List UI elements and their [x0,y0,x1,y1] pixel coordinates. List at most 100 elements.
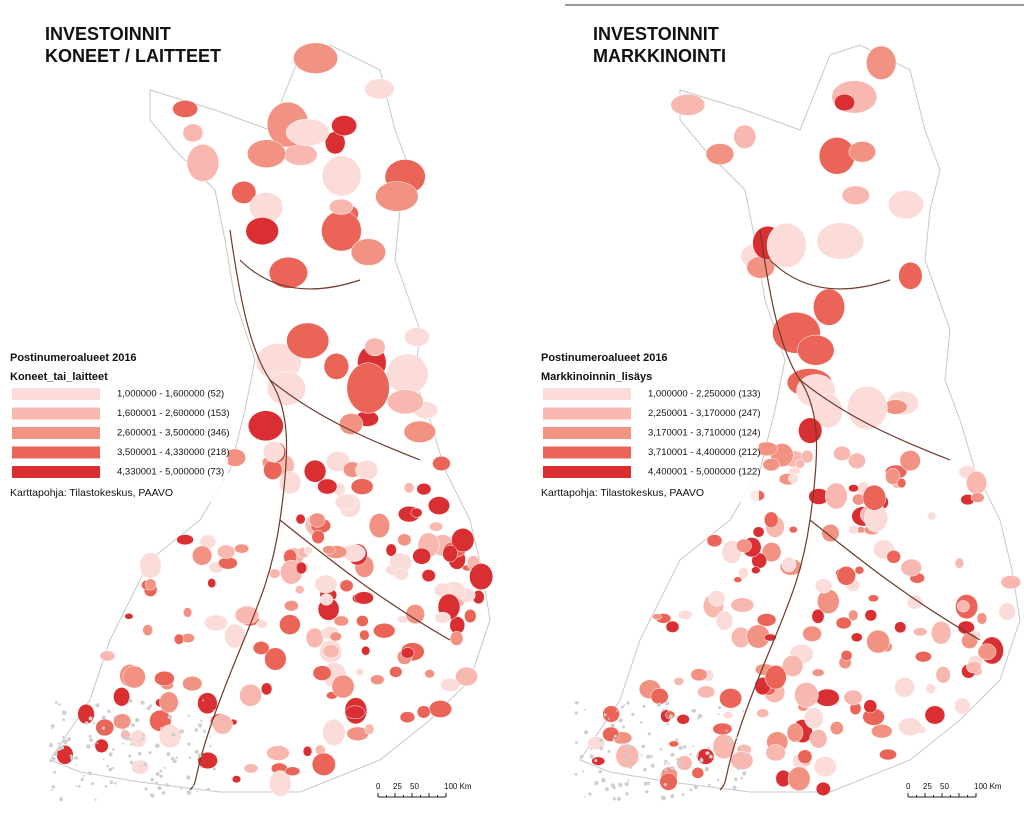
island [94,798,97,801]
region [197,692,218,715]
scale-label: 0 [376,782,381,791]
island [166,752,171,757]
island [700,757,703,760]
island [77,784,81,788]
map-title: MARKKINOINTI [593,46,726,66]
map-panel [48,42,494,802]
island [155,743,160,748]
region [836,566,856,586]
island [69,754,73,758]
island [163,766,166,769]
region [197,751,218,770]
region [469,563,494,591]
region [848,609,859,621]
region [835,616,852,630]
region [231,775,242,784]
source-note: Karttapohja: Tilastokeskus, PAAVO [541,487,704,499]
island [603,713,607,717]
island [175,756,178,759]
region [966,661,982,674]
region [314,574,338,594]
island [735,736,738,739]
legend-label: 3,500001 - 4,330000 (218) [117,447,230,458]
region [328,198,354,215]
island [662,708,665,712]
island [589,754,594,759]
legend-swatch [543,388,631,400]
island [643,781,648,786]
region [998,602,1016,621]
island [151,795,155,798]
island [669,714,673,719]
map-title: INVESTOINNIT [45,24,171,44]
island [129,760,134,765]
legend-swatch [543,407,631,420]
region [706,534,723,548]
island [62,710,67,715]
region [927,511,937,521]
region [813,288,845,326]
island [146,706,151,711]
region [359,629,370,641]
region [906,594,924,610]
region [311,529,325,544]
region [756,613,777,627]
region [403,482,415,494]
island [87,771,93,776]
region [591,756,606,766]
island [664,768,668,772]
region [428,496,450,515]
island [206,787,210,791]
region [879,748,897,761]
region [322,718,346,746]
region [216,544,236,559]
region [956,600,970,613]
island [135,717,140,723]
island [108,752,113,757]
island [54,701,58,704]
island [574,711,578,715]
map-panel [574,44,1022,801]
region [317,478,338,495]
island [594,780,599,786]
island [678,761,683,766]
island [107,709,111,713]
island [149,704,153,708]
island [620,745,623,748]
island [736,766,740,771]
island [705,751,709,755]
island [122,729,126,733]
region [659,772,678,791]
region [252,641,270,655]
island [51,785,56,789]
island [200,719,203,723]
region [788,473,799,484]
island [50,789,53,792]
region [256,619,268,629]
region [355,667,365,677]
region [192,545,213,566]
region [154,670,175,687]
island [616,796,622,801]
island [209,736,212,739]
legend-swatch [543,427,631,439]
legend-field: Markkinoinnin_lisäys [541,371,652,383]
island [642,704,646,708]
island [80,777,85,782]
island [74,756,78,760]
region [231,180,257,204]
island [51,757,56,761]
region [712,722,733,736]
island [143,762,148,766]
island [693,785,698,790]
island [57,742,60,745]
region [887,190,924,220]
region [293,42,339,74]
island [59,745,65,750]
region [339,579,354,593]
island [57,747,61,751]
island [626,701,630,705]
region [802,625,822,642]
region [668,740,680,748]
region [333,615,349,627]
